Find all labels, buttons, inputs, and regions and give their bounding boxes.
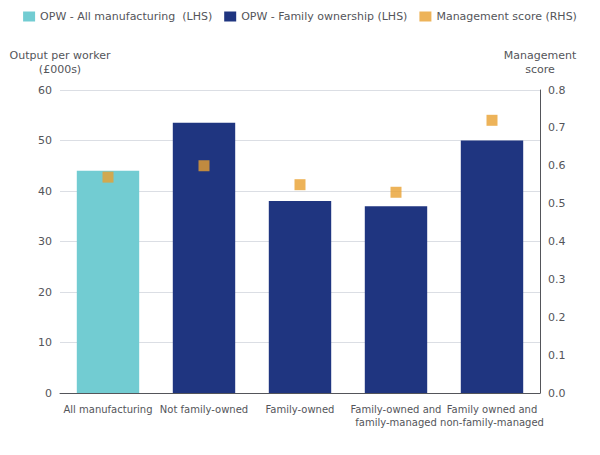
svg-text:Not family-owned: Not family-owned bbox=[160, 404, 248, 415]
svg-text:60: 60 bbox=[38, 84, 52, 97]
svg-text:0.4: 0.4 bbox=[548, 235, 566, 248]
svg-text:40: 40 bbox=[38, 185, 52, 198]
svg-text:0.3: 0.3 bbox=[548, 273, 566, 286]
svg-text:0.8: 0.8 bbox=[548, 84, 566, 97]
svg-text:0: 0 bbox=[45, 387, 52, 400]
svg-text:0.2: 0.2 bbox=[548, 311, 566, 324]
svg-text:Management: Management bbox=[504, 49, 577, 62]
svg-text:0.7: 0.7 bbox=[548, 121, 566, 134]
svg-text:50: 50 bbox=[38, 134, 52, 147]
svg-text:10: 10 bbox=[38, 336, 52, 349]
svg-text:OPW - All manufacturing (LHS): OPW - All manufacturing (LHS) bbox=[40, 10, 212, 23]
svg-text:Management score (RHS): Management score (RHS) bbox=[436, 10, 576, 23]
svg-text:0.6: 0.6 bbox=[548, 159, 566, 172]
svg-text:family-managed: family-managed bbox=[355, 417, 436, 428]
svg-text:score: score bbox=[525, 63, 555, 76]
svg-text:0.1: 0.1 bbox=[548, 349, 566, 362]
svg-text:(£000s): (£000s) bbox=[39, 63, 81, 76]
svg-text:OPW - Family ownership (LHS): OPW - Family ownership (LHS) bbox=[241, 10, 407, 23]
svg-text:non-family-managed: non-family-managed bbox=[440, 417, 544, 428]
svg-text:0.5: 0.5 bbox=[548, 197, 566, 210]
svg-text:Family owned and: Family owned and bbox=[447, 404, 537, 415]
svg-text:All manufacturing: All manufacturing bbox=[63, 404, 152, 415]
svg-text:Family-owned: Family-owned bbox=[266, 404, 335, 415]
svg-text:Family-owned and: Family-owned and bbox=[351, 404, 442, 415]
svg-text:30: 30 bbox=[38, 235, 52, 248]
svg-text:20: 20 bbox=[38, 286, 52, 299]
svg-text:0.0: 0.0 bbox=[548, 387, 566, 400]
svg-text:Output per worker: Output per worker bbox=[10, 49, 111, 62]
